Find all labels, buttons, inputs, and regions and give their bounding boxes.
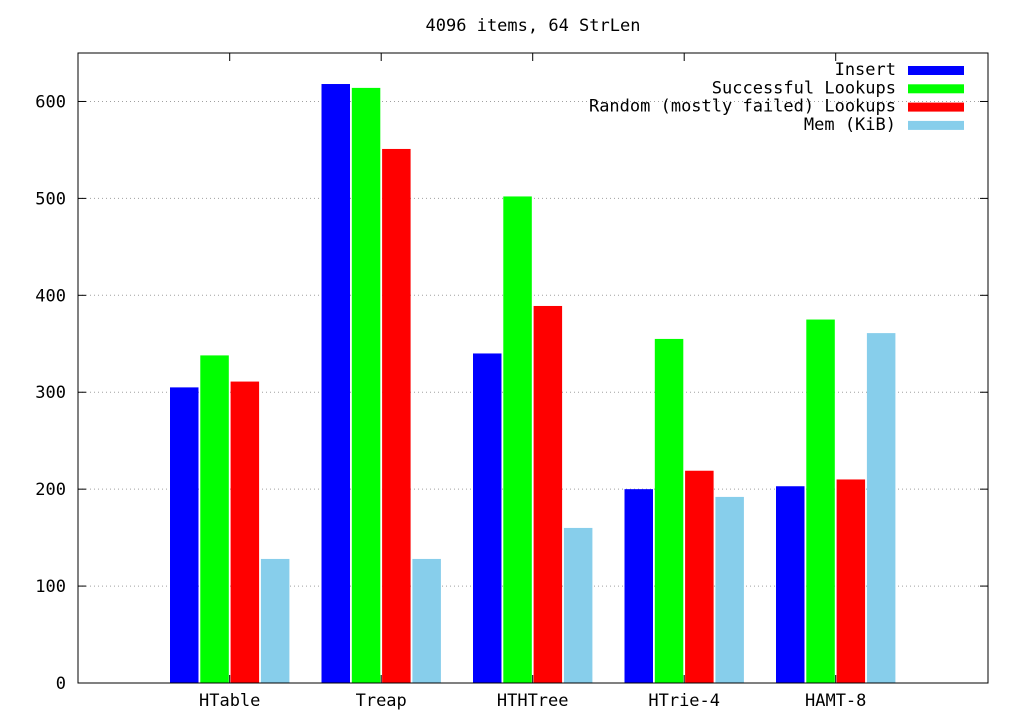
bar-htable-2 <box>200 355 229 683</box>
x-tick-label: HTHTree <box>497 691 569 711</box>
bar-treap-3 <box>382 148 411 683</box>
bar-treap-2 <box>351 87 381 683</box>
chart-title: 4096 items, 64 StrLen <box>426 16 641 36</box>
y-tick-label: 100 <box>35 577 66 597</box>
bar-hthtree-1 <box>473 353 502 683</box>
x-tick-label: HTrie-4 <box>648 691 720 711</box>
legend-label: Random (mostly failed) Lookups <box>589 97 896 117</box>
bar-htrie-4-3 <box>685 470 714 683</box>
y-tick-label: 400 <box>35 286 66 306</box>
y-tick-label: 0 <box>56 674 66 694</box>
bar-htable-3 <box>230 381 260 683</box>
bars <box>170 84 896 683</box>
x-tick-label: HAMT-8 <box>805 691 866 711</box>
y-tick-label: 600 <box>35 92 66 112</box>
x-tick-label: Treap <box>356 691 407 711</box>
legend-label: Insert <box>835 60 896 80</box>
bar-hamt-8-1 <box>776 486 805 683</box>
bar-treap-1 <box>321 84 350 683</box>
x-tick-label: HTable <box>199 691 260 711</box>
bar-hamt-8-2 <box>806 319 835 683</box>
legend-label: Mem (KiB) <box>804 115 896 135</box>
bar-htable-4 <box>260 558 290 683</box>
y-tick-label: 300 <box>35 383 66 403</box>
legend-swatch <box>908 102 964 112</box>
axis-ticks: 0 100 200 300 400 500 600 HTable Treap HTHTree HTr… <box>35 53 988 711</box>
bar-htable-1 <box>170 387 199 683</box>
bar-htrie-4-2 <box>654 338 684 683</box>
legend-label: Successful Lookups <box>712 78 896 98</box>
bar-treap-4 <box>412 558 441 683</box>
bar-hthtree-4 <box>563 527 593 683</box>
legend-swatch <box>908 66 964 75</box>
bar-hamt-8-4 <box>866 333 896 683</box>
bar-hthtree-3 <box>533 305 563 683</box>
y-tick-label: 500 <box>35 189 66 209</box>
bar-hthtree-2 <box>503 196 532 683</box>
legend-swatch <box>908 84 964 94</box>
legend-swatch <box>908 120 964 130</box>
bar-hamt-8-3 <box>836 479 866 683</box>
y-tick-label: 200 <box>35 480 66 500</box>
bar-htrie-4-1 <box>624 489 653 683</box>
bar-htrie-4-4 <box>715 496 744 683</box>
